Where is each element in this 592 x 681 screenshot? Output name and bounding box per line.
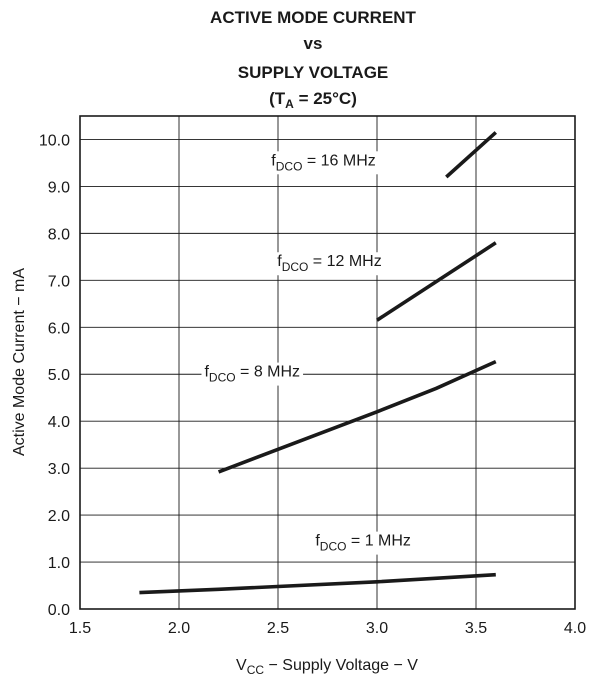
x-tick-label: 4.0 <box>564 620 586 637</box>
series-line-3 <box>376 241 497 322</box>
y-tick-label: 10.0 <box>39 132 70 149</box>
series-label-3: fDCO = 12 MHz <box>277 253 381 274</box>
y-tick-label: 0.0 <box>48 602 70 619</box>
series-line-2 <box>217 359 497 474</box>
series-label-1: fDCO = 1 MHz <box>315 533 411 554</box>
series-label-2: fDCO = 8 MHz <box>204 364 300 385</box>
y-tick-label: 9.0 <box>48 179 70 196</box>
y-tick-label: 5.0 <box>48 367 70 384</box>
series-line-1 <box>139 572 496 595</box>
y-tick-label: 8.0 <box>48 226 70 243</box>
y-axis-label: Active Mode Current − mA <box>11 268 28 456</box>
chart-condition: (TA = 25°C) <box>269 89 357 111</box>
y-tick-label: 3.0 <box>48 461 70 478</box>
series-layer <box>139 131 498 595</box>
y-tick-label: 7.0 <box>48 273 70 290</box>
series-label-layer: fDCO = 1 MHz fDCO = 8 MHz fDCO = 12 MHz fDC… <box>201 151 414 555</box>
chart-title-line-3: SUPPLY VOLTAGE <box>238 63 389 82</box>
x-tick-label: 1.5 <box>69 620 91 637</box>
y-tick-label: 6.0 <box>48 320 70 337</box>
x-tick-label: 2.0 <box>168 620 190 637</box>
chart-title-line-1: ACTIVE MODE CURRENT <box>210 8 417 27</box>
grid-layer <box>80 116 575 609</box>
series-label-background <box>274 252 385 276</box>
x-tick-label: 3.5 <box>465 620 487 637</box>
y-tick-label: 4.0 <box>48 414 70 431</box>
plot-frame <box>79 115 576 610</box>
chart-title-line-2: vs <box>304 34 323 53</box>
series-label-4: fDCO = 16 MHz <box>271 152 375 173</box>
x-tick-label: 3.0 <box>366 620 388 637</box>
y-tick-label: 2.0 <box>48 508 70 525</box>
series-line-4 <box>445 131 498 179</box>
series-label-background <box>268 151 379 175</box>
x-axis-label: VCC − Supply Voltage − V <box>236 657 418 677</box>
y-tick-label: 1.0 <box>48 555 70 572</box>
x-tick-label: 2.5 <box>267 620 289 637</box>
tick-layer: 1.5 2.0 2.5 3.0 3.5 4.0 0.0 1.0 2.0 3.0 4.0 5.0 6.0 7… <box>39 132 586 637</box>
series-label-background <box>312 531 414 555</box>
series-label-background <box>201 362 304 386</box>
